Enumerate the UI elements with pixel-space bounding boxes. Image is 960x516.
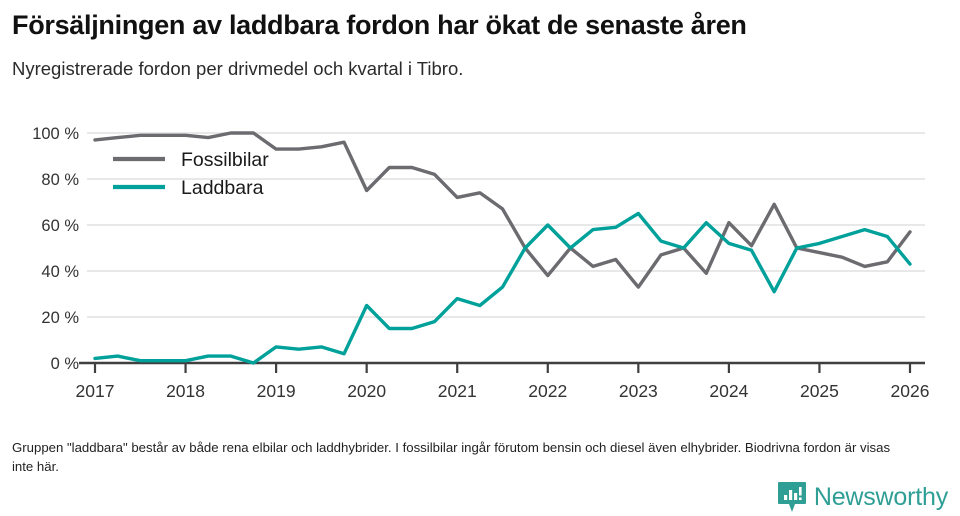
footnote-text: Gruppen "laddbara" består av både rena e… [12,440,891,474]
x-axis-tick-label: 2023 [619,381,658,401]
x-axis-tick-label: 2022 [528,381,567,401]
y-axis-tick-label: 100 % [32,125,79,143]
logo-wordmark: Newsworthy [813,483,948,511]
x-axis-tick-label: 2017 [76,381,115,401]
newsworthy-logo: Newsworthy [777,481,948,514]
line-chart: 0 % 20 % 40 % 60 % 80 % 100 % 2017 2018 2019 2020… [32,125,930,401]
legend-label-laddbara: Laddbara [181,177,264,199]
x-axis-tick-label: 2019 [257,381,296,401]
page-subtitle: Nyregistrerade fordon per drivmedel och … [12,58,464,80]
x-axis-tick-label: 2025 [800,381,839,401]
y-axis-tick-label: 20 % [41,309,79,327]
y-axis-tick-label: 60 % [41,217,79,235]
legend-label-fossilbilar: Fossilbilar [181,149,269,171]
y-axis-tick-label: 40 % [41,263,79,281]
x-axis-tick-label: 2026 [891,381,930,401]
page-title: Försäljningen av laddbara fordon har öka… [12,10,747,40]
x-axis-tick-label: 2018 [166,381,205,401]
y-axis-tick-label: 80 % [41,171,79,189]
x-axis-tick-label: 2024 [709,381,748,401]
series-line-laddbara [93,211,912,365]
x-axis-tick-label: 2020 [347,381,386,401]
y-axis-tick-label: 0 % [51,355,80,373]
x-axis-tick-label: 2021 [438,381,477,401]
chart-container: 0 % 20 % 40 % 60 % 80 % 100 % 2017 2018 2019 2020… [0,119,960,411]
chart-page: Försäljningen av laddbara fordon har öka… [0,11,960,516]
bar-chart-pin-icon [777,482,806,512]
series-line-fossilbilar [93,131,912,289]
